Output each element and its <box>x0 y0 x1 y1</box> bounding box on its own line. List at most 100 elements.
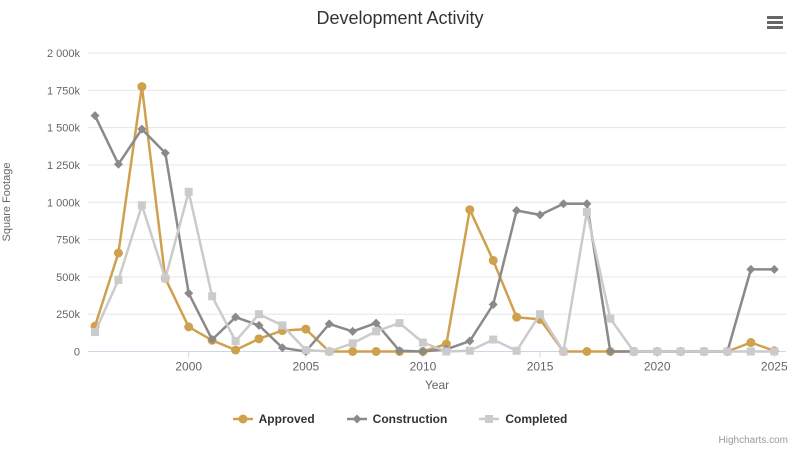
data-point-approved[interactable] <box>465 205 475 215</box>
data-point-completed[interactable] <box>208 292 217 301</box>
data-point-construction[interactable] <box>582 199 592 209</box>
data-point-completed[interactable] <box>629 347 638 356</box>
data-point-construction[interactable] <box>418 347 428 356</box>
x-axis-tick-label: 2025 <box>761 360 788 374</box>
data-point-completed[interactable] <box>653 347 662 356</box>
menu-bar <box>767 20 783 24</box>
data-point-construction[interactable] <box>371 318 381 328</box>
data-point-completed[interactable] <box>770 347 779 356</box>
data-point-approved[interactable] <box>301 324 311 334</box>
data-point-completed[interactable] <box>395 319 404 328</box>
chart-title: Development Activity <box>316 8 484 28</box>
data-point-construction[interactable] <box>113 159 123 169</box>
data-point-approved[interactable] <box>512 312 522 322</box>
data-point-completed[interactable] <box>161 274 170 283</box>
data-point-completed[interactable] <box>137 201 146 210</box>
data-point-construction[interactable] <box>90 111 100 121</box>
y-axis-title: Square Footage <box>1 162 13 242</box>
data-point-construction[interactable] <box>254 320 264 330</box>
series-completed-line[interactable] <box>93 190 776 353</box>
data-point-completed[interactable] <box>114 275 123 284</box>
legend-item-approved[interactable]: Approved <box>232 412 315 426</box>
data-point-approved[interactable] <box>254 334 264 344</box>
data-point-completed[interactable] <box>676 347 685 356</box>
x-axis-title: Year <box>424 378 450 392</box>
y-axis-tick-label: 0 <box>74 347 80 359</box>
data-point-construction[interactable] <box>465 336 475 346</box>
data-point-approved[interactable] <box>231 345 241 355</box>
data-point-construction[interactable] <box>605 347 615 356</box>
x-axis-tick-label: 2010 <box>410 360 437 374</box>
data-point-approved[interactable] <box>582 347 592 356</box>
legend-label: Completed <box>505 412 568 426</box>
data-point-completed[interactable] <box>700 347 709 356</box>
legend-item-completed[interactable]: Completed <box>479 412 567 426</box>
square-marker-icon <box>479 415 500 423</box>
hamburger-menu-icon[interactable] <box>765 11 787 33</box>
circle-marker-icon <box>232 414 253 424</box>
legend-label: Approved <box>258 412 315 426</box>
data-point-approved[interactable] <box>371 347 381 356</box>
data-point-approved[interactable] <box>348 347 358 356</box>
data-point-construction[interactable] <box>512 205 522 215</box>
data-point-construction[interactable] <box>207 335 217 345</box>
data-point-completed[interactable] <box>512 346 521 355</box>
data-point-construction[interactable] <box>277 343 287 353</box>
data-point-construction[interactable] <box>488 299 498 309</box>
data-point-construction[interactable] <box>184 288 194 298</box>
data-point-completed[interactable] <box>348 339 357 348</box>
data-point-completed[interactable] <box>723 347 732 356</box>
data-point-completed[interactable] <box>606 314 615 323</box>
menu-bar <box>767 25 783 29</box>
data-point-completed[interactable] <box>184 187 193 196</box>
data-point-construction[interactable] <box>324 319 334 329</box>
menu-bar <box>767 15 783 19</box>
x-axis-tick-label: 2015 <box>527 360 554 374</box>
data-point-completed[interactable] <box>372 327 381 336</box>
data-point-completed[interactable] <box>278 321 287 330</box>
data-point-approved[interactable] <box>746 338 756 348</box>
data-point-construction[interactable] <box>535 210 545 220</box>
data-point-construction[interactable] <box>395 346 405 356</box>
data-point-construction[interactable] <box>746 264 756 274</box>
legend: Approved Construction Completed <box>0 412 800 426</box>
data-point-approved[interactable] <box>137 82 147 92</box>
data-point-completed[interactable] <box>746 347 755 356</box>
data-point-completed[interactable] <box>418 338 427 347</box>
y-axis-tick-label: 1 750k <box>47 85 81 97</box>
data-point-construction[interactable] <box>348 326 358 336</box>
data-point-approved[interactable] <box>441 339 451 349</box>
data-point-completed[interactable] <box>91 328 100 337</box>
highcharts-credit[interactable]: Highcharts.com <box>718 435 788 446</box>
y-axis-tick-label: 2 000k <box>47 48 81 60</box>
data-point-completed[interactable] <box>301 346 310 355</box>
data-point-completed[interactable] <box>489 335 498 344</box>
data-point-completed[interactable] <box>559 347 568 356</box>
y-axis-tick-label: 1 250k <box>47 160 81 172</box>
data-point-approved[interactable] <box>113 248 123 258</box>
data-point-completed[interactable] <box>465 346 474 355</box>
y-axis-tick-label: 750k <box>56 235 80 247</box>
data-point-construction[interactable] <box>137 124 147 134</box>
data-point-construction[interactable] <box>160 148 170 158</box>
x-axis-tick-label: 2020 <box>644 360 671 374</box>
data-point-construction[interactable] <box>558 199 568 209</box>
data-point-approved[interactable] <box>488 255 498 265</box>
data-point-construction[interactable] <box>769 264 779 274</box>
data-point-construction[interactable] <box>231 312 241 322</box>
data-point-completed[interactable] <box>254 310 263 319</box>
data-point-approved[interactable] <box>184 322 194 332</box>
y-axis-tick-label: 500k <box>56 272 80 284</box>
y-axis-tick-label: 1 000k <box>47 197 81 209</box>
data-point-completed[interactable] <box>325 347 334 356</box>
data-point-completed[interactable] <box>582 207 591 216</box>
data-point-completed[interactable] <box>536 310 545 319</box>
data-point-completed[interactable] <box>231 337 240 346</box>
legend-label: Construction <box>372 412 448 426</box>
legend-item-construction[interactable]: Construction <box>346 412 448 426</box>
x-axis-tick-label: 2005 <box>292 360 319 374</box>
y-axis-tick-label: 1 500k <box>47 123 81 135</box>
data-point-completed[interactable] <box>442 347 451 356</box>
